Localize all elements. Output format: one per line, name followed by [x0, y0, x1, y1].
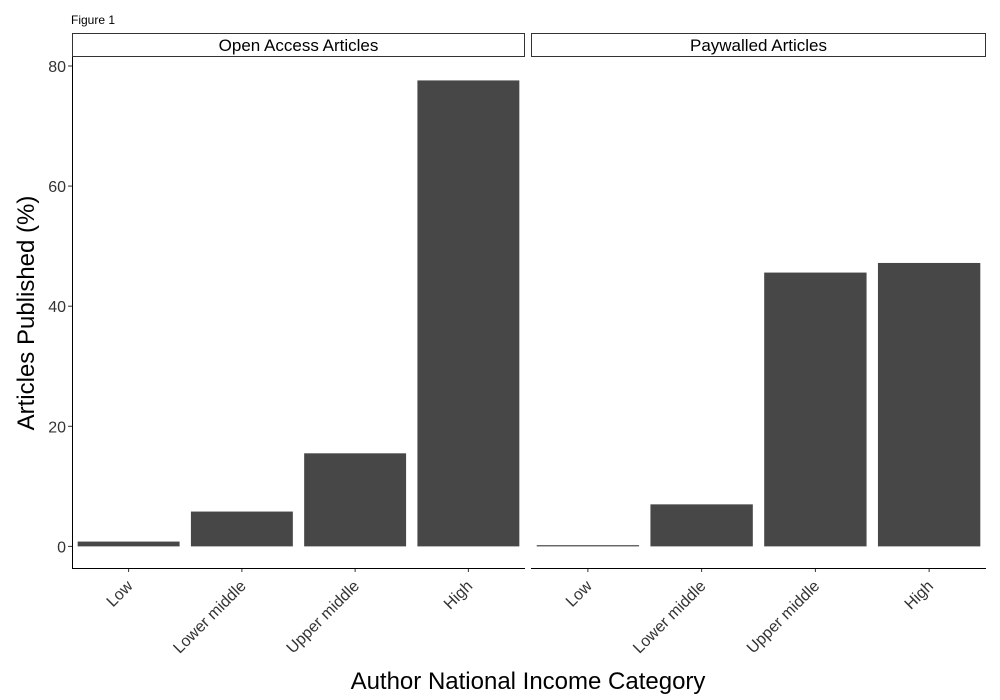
facet-strip — [72, 33, 525, 57]
panel-1: Open Access Articles Low Lower middle Upper… — [72, 33, 525, 657]
x-axis-title: Author National Income Category — [351, 668, 706, 695]
bar-lower-middle — [190, 511, 293, 547]
facet-panels: Open Access Articles Low Lower middle Upper… — [72, 33, 986, 657]
y-axis-title: Articles Published (%) — [13, 196, 40, 431]
y-tick-label: 60 — [48, 179, 66, 196]
panel-2: Paywalled Articles Low Lower middle Upper m… — [531, 33, 986, 657]
x-tick-label: Upper middle — [744, 578, 823, 657]
x-tick-label: High — [902, 578, 937, 613]
bar-high — [877, 262, 981, 547]
figure-label: Figure 1 — [71, 13, 115, 27]
x-tick-label: Low — [563, 577, 596, 610]
bar-high — [417, 80, 520, 547]
bar-upper-middle — [764, 272, 867, 547]
bar-lower-middle — [650, 504, 753, 547]
bar-low — [536, 545, 640, 547]
y-tick-label: 40 — [48, 299, 66, 316]
bar-upper-middle — [304, 453, 407, 547]
facet-strip-label: Paywalled Articles — [690, 36, 827, 55]
x-tick-label: Lower middle — [170, 578, 249, 657]
y-tick-label: 80 — [48, 59, 66, 76]
y-tick-label: 20 — [48, 419, 66, 436]
facet-strip-label: Open Access Articles — [219, 36, 379, 55]
x-tick-label: Low — [104, 577, 137, 610]
x-tick-label: Upper middle — [284, 578, 363, 657]
facet-strip — [531, 33, 986, 57]
y-tick-label: 0 — [57, 539, 66, 556]
bar-low — [77, 541, 180, 547]
x-tick-label: High — [441, 578, 476, 613]
x-tick-label: Lower middle — [630, 578, 709, 657]
y-axis: 0 20 40 60 80 — [48, 57, 73, 568]
